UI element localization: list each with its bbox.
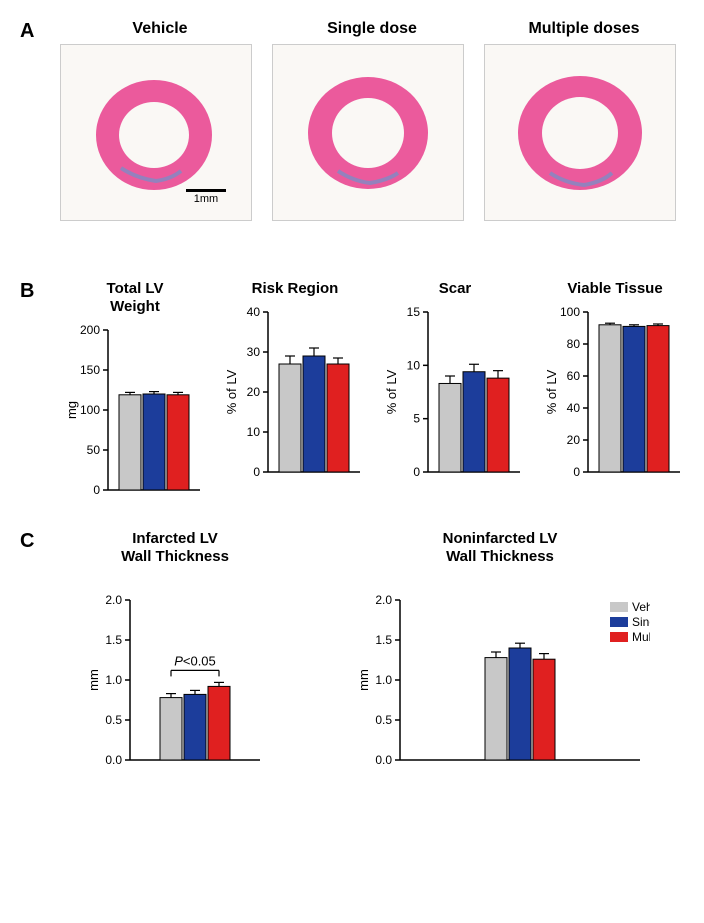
svg-text:150: 150 (80, 363, 100, 377)
panel-c-charts: Infarcted LVWall Thickness 0.0 0.5 1.0 1.5 2.… (20, 530, 684, 780)
svg-text:50: 50 (87, 443, 101, 457)
chart-title: Viable Tissue (567, 280, 662, 298)
panel-c: C Infarcted LVWall Thickness 0.0 0.5 1.0 1.5… (20, 530, 684, 780)
chart-noninfarcted-lv-wall-thickness: Noninfarcted LVWall Thickness 0.0 0.5 1.0 1.… (350, 530, 650, 780)
svg-text:Multiple doses (n=19): Multiple doses (n=19) (632, 630, 650, 644)
bar-chart-svg: 0 20 40 60 80 100 % of LV (540, 302, 690, 492)
histology-image-vehicle: 1mm (60, 44, 252, 221)
scale-line (186, 189, 226, 192)
chart-title: Total LVWeight (107, 280, 164, 316)
svg-text:10: 10 (247, 425, 261, 439)
bar-chart-svg: 0.0 0.5 1.0 1.5 2.0 mm P<0.05 (80, 570, 270, 780)
chart-infarcted-lv-wall-thickness: Infarcted LVWall Thickness 0.0 0.5 1.0 1.5 2.… (80, 530, 270, 780)
histology-title-multiple: Multiple doses (484, 20, 684, 38)
svg-text:1.5: 1.5 (375, 633, 392, 647)
svg-text:200: 200 (80, 323, 100, 337)
svg-text:% of LV: % of LV (384, 369, 399, 414)
histology-vehicle: Vehicle 1mm (60, 20, 260, 221)
svg-text:0.0: 0.0 (375, 753, 392, 767)
svg-text:Single dose (n=18): Single dose (n=18) (632, 615, 650, 629)
bar-chart-svg: 0 5 10 15 % of LV (380, 302, 530, 492)
svg-text:5: 5 (413, 412, 420, 426)
svg-text:0: 0 (573, 465, 580, 479)
chart-total-lv-weight: Total LVWeight 0 50 100 150 200 mg (60, 280, 210, 510)
panel-a: A Vehicle 1mm Single dose (20, 20, 684, 260)
histology-row: Vehicle 1mm Single dose (20, 20, 684, 221)
histology-single: Single dose (272, 20, 472, 221)
chart-risk-region: Risk Region 0 10 20 30 40 % of LV (220, 280, 370, 510)
svg-text:2.0: 2.0 (105, 593, 122, 607)
chart-title: Infarcted LVWall Thickness (121, 530, 229, 566)
svg-text:0.5: 0.5 (105, 713, 122, 727)
svg-text:0: 0 (93, 483, 100, 497)
svg-text:% of LV: % of LV (224, 369, 239, 414)
svg-text:Vehicle (n=20): Vehicle (n=20) (632, 600, 650, 614)
svg-text:40: 40 (247, 305, 261, 319)
panel-b: B Total LVWeight050100150200mgRisk Regio… (20, 280, 684, 510)
heart-section-svg (298, 63, 438, 203)
chart-title: Scar (439, 280, 472, 298)
svg-text:1.5: 1.5 (105, 633, 122, 647)
svg-text:15: 15 (407, 305, 421, 319)
histology-multiple: Multiple doses (484, 20, 684, 221)
svg-text:mm: mm (356, 669, 371, 691)
svg-text:20: 20 (247, 385, 261, 399)
svg-text:% of LV: % of LV (544, 369, 559, 414)
bar-chart-svg: 0.0 0.5 1.0 1.5 2.0 mm Vehicle (n=20)Single do… (350, 570, 650, 780)
svg-text:30: 30 (247, 345, 261, 359)
chart-title: Risk Region (252, 280, 339, 298)
svg-text:0: 0 (253, 465, 260, 479)
svg-text:P<0.05: P<0.05 (174, 653, 216, 668)
svg-text:mm: mm (86, 669, 101, 691)
histology-image-single (272, 44, 464, 221)
svg-text:1.0: 1.0 (375, 673, 392, 687)
chart-scar: Scar 0 5 10 15 % of LV (380, 280, 530, 510)
heart-section-svg (510, 63, 650, 203)
panel-b-charts: Total LVWeight050100150200mgRisk Region0… (20, 280, 684, 510)
svg-text:mg: mg (64, 401, 79, 419)
heart-section-svg (86, 63, 226, 203)
panel-a-label: A (20, 20, 34, 43)
svg-text:0.0: 0.0 (105, 753, 122, 767)
svg-text:10: 10 (407, 358, 421, 372)
panel-c-label: C (20, 530, 34, 553)
bar-chart-svg: 0 10 20 30 40 % of LV (220, 302, 370, 492)
svg-text:20: 20 (567, 433, 581, 447)
chart-title: Noninfarcted LVWall Thickness (443, 530, 558, 566)
svg-text:1.0: 1.0 (105, 673, 122, 687)
panel-b-label: B (20, 280, 34, 303)
scale-text: 1mm (194, 193, 218, 205)
svg-text:0.5: 0.5 (375, 713, 392, 727)
histology-title-vehicle: Vehicle (60, 20, 260, 38)
svg-text:100: 100 (560, 305, 580, 319)
histology-image-multiple (484, 44, 676, 221)
figure: A Vehicle 1mm Single dose (20, 20, 684, 780)
scale-bar: 1mm (186, 189, 226, 205)
svg-text:40: 40 (567, 401, 581, 415)
svg-text:2.0: 2.0 (375, 593, 392, 607)
chart-viable-tissue: Viable Tissue 0 20 40 60 80 100 % of LV (540, 280, 690, 510)
bar-chart-svg: 0 50 100 150 200 mg (60, 320, 210, 510)
histology-title-single: Single dose (272, 20, 472, 38)
svg-text:100: 100 (80, 403, 100, 417)
svg-text:60: 60 (567, 369, 581, 383)
svg-text:0: 0 (413, 465, 420, 479)
svg-text:80: 80 (567, 337, 581, 351)
